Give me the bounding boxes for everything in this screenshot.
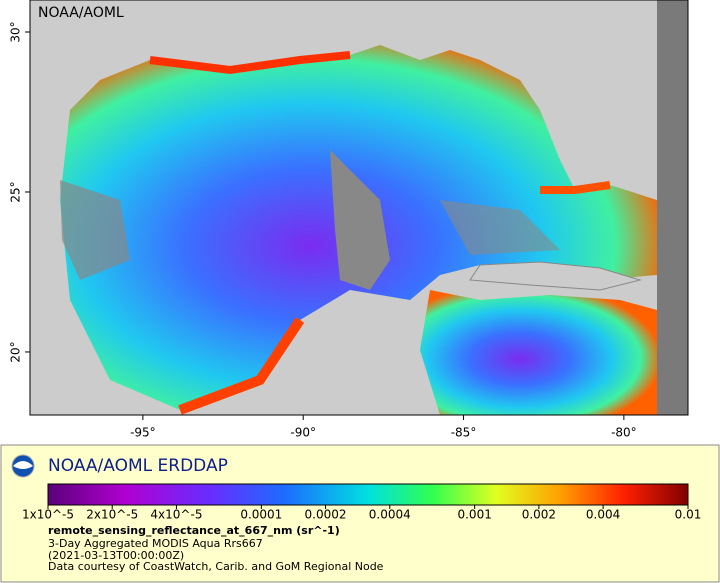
coastal-high [178,317,305,415]
variable: remote_sensing_reflectance_at_667_nm (sr… [48,524,340,537]
logo-bird [13,461,33,469]
y-tick-label: 20° [9,341,23,362]
cloud [330,150,390,290]
cuba [469,261,642,291]
colorbar-tick-label: 0.0002 [305,508,347,522]
legend-line: Data courtesy of CoastWatch, Carib. and … [48,560,384,573]
legend-panel [0,444,720,583]
colorbar-tick-label: 2x10^-5 [86,508,138,522]
colorbar-tick-label: 0.0001 [240,508,282,522]
x-tick-label: -80° [611,426,637,440]
legend-line: 3-Day Aggregated MODIS Aqua Rrs667 [48,537,263,550]
no-data [657,0,688,415]
x-tick-label: -95° [130,426,156,440]
colorbar-tick-label: 0.002 [522,508,556,522]
colorbar-tick-label: 0.004 [586,508,620,522]
colorbar-tick-label: 1x10^-5 [22,508,74,522]
caribbean-data [420,290,657,415]
x-tick-label: -85° [451,426,477,440]
colorbar-tick-label: 0.0004 [369,508,411,522]
map: NOAA/AOML [29,0,689,416]
coastal-high [540,181,611,194]
map-frame [29,0,689,416]
watermark: NOAA/AOML [38,5,124,21]
y-tick-label: 30° [9,21,23,42]
x-tick-label: -90° [290,426,316,440]
colorbar-tick-label: 0.001 [457,508,491,522]
cloud [440,200,560,255]
coastal-high [149,51,351,75]
y-tick-label: 25° [9,181,23,202]
cloud [60,180,130,280]
legend-title: NOAA/AOML ERDDAP [48,456,228,476]
colorbar [47,483,689,506]
colorbar-tick-label: 0.01 [675,508,702,522]
colorbar-tick-label: 4x10^-5 [150,508,202,522]
legend-line: (2021-03-13T00:00:00Z) [48,549,184,562]
